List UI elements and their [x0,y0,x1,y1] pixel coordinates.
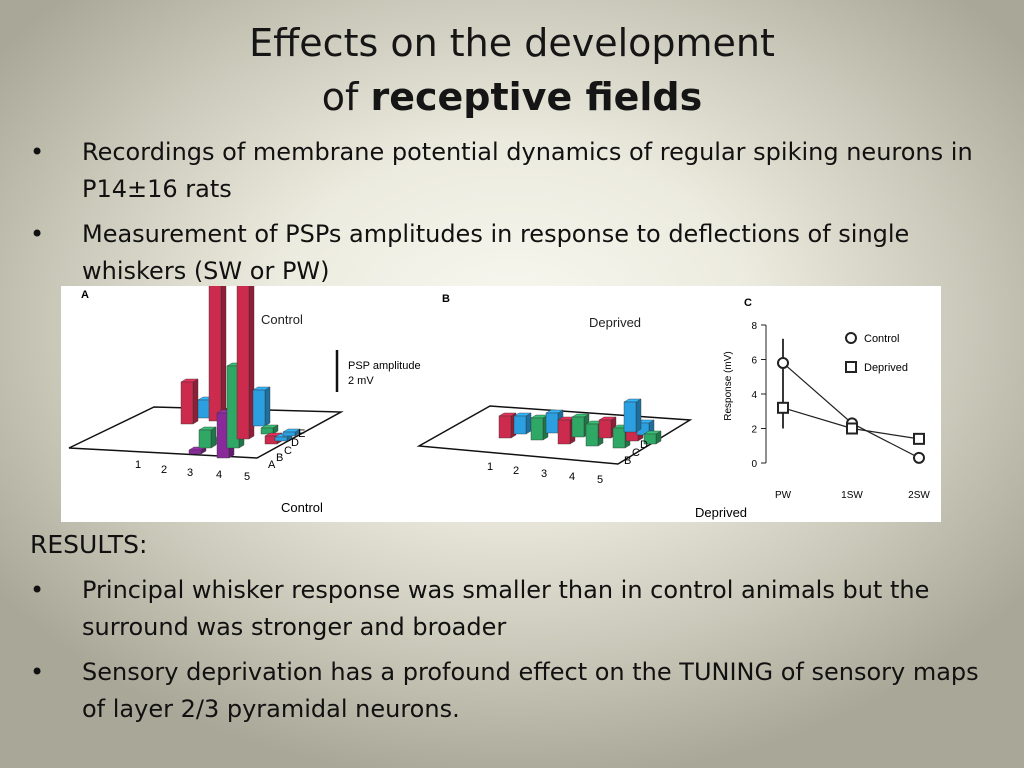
x-tick-label: 2SW [908,490,930,501]
bullet-text: Measurement of PSPs amplitudes in respon… [82,220,910,285]
y-tick-label: 4 [751,390,757,401]
slide-title: Effects on the development of receptive … [0,16,1024,124]
results-heading: RESULTS: [30,530,148,559]
col-label: A [268,459,276,471]
title-line-2: of receptive fields [0,70,1024,124]
panel-b-row-labels: 1 2 3 4 5 [487,461,603,486]
row-label: 4 [216,469,222,481]
col-label: B [624,455,631,467]
y-tick-label: 2 [751,425,757,436]
bar-3d [643,430,662,445]
response-line-chart: 0 2 4 6 8 Response (mV) PW 1SW 2SW Control Deprive… [723,321,930,501]
title-prefix: of [321,75,371,119]
legend-square-icon [845,361,857,373]
y-tick-label: 8 [751,321,757,332]
panel-b-bars [498,398,662,449]
panel-b-caption: Deprived [695,505,747,520]
research-figure: A Control 1 2 3 4 5 A B C D E PSP amplit… [61,286,941,522]
col-label: E [298,428,305,440]
bullet-text: Recordings of membrane potential dynamic… [82,138,973,203]
data-point-circle [913,451,925,464]
row-label: 1 [135,459,141,471]
panel-a-label: A [81,289,89,301]
y-tick-label: 6 [751,356,757,367]
y-tick-label: 0 [751,459,757,470]
bullet-item: • Sensory deprivation has a profound effe… [30,654,990,728]
panel-a-caption: Control [281,500,323,515]
scale-label-2: 2 mV [348,375,374,387]
data-point-square [913,432,925,445]
series-line [782,362,920,459]
y-axis-label: Response (mV) [723,351,734,420]
panel-b-base [416,405,693,465]
chart-legend: Control Deprived [845,332,908,374]
intro-bullet-list: • Recordings of membrane potential dynami… [30,134,990,298]
bullet-item: • Recordings of membrane potential dynami… [30,134,990,208]
bar-3d [623,398,642,433]
bullet-icon: • [30,220,45,248]
data-point-square [777,401,789,414]
bar-3d [530,414,549,441]
row-label: 4 [569,471,575,483]
bar-3d [208,286,227,422]
bullet-text: Principal whisker response was smaller t… [82,576,930,641]
col-label: C [632,447,640,459]
bullet-icon: • [30,138,45,166]
row-label: 2 [513,465,519,477]
row-label: 5 [597,474,603,486]
bullet-icon: • [30,658,45,686]
panel-a-row-labels: 1 2 3 4 5 [135,459,250,483]
col-label: D [291,437,299,449]
col-label: D [640,439,648,451]
col-label: B [276,452,283,464]
bar-3d [236,286,255,440]
scale-label-1: PSP amplitude [348,360,421,372]
figure-svg: A Control 1 2 3 4 5 A B C D E PSP amplit… [68,286,930,520]
legend-label: Control [864,333,899,345]
bar-3d [513,412,532,435]
bar-3d [198,426,217,449]
panel-a-col-labels: A B C D E [268,428,305,471]
data-point-circle [777,356,789,369]
bar-3d [180,378,199,425]
bullet-item: • Principal whisker response was smaller … [30,572,990,646]
bullet-icon: • [30,576,45,604]
row-label: 2 [161,464,167,476]
panel-a-condition: Control [261,312,303,327]
panel-a-bars [180,286,301,459]
x-tick-label: 1SW [841,490,863,501]
bullet-item: • Measurement of PSPs amplitudes in respo… [30,216,990,290]
title-bold: receptive fields [370,75,703,119]
row-label: 1 [487,461,493,473]
bar-3d [252,386,271,427]
legend-label: Deprived [864,362,908,374]
data-point-square [846,422,858,435]
bar-3d [282,428,301,437]
bar-3d [260,424,279,435]
col-label: C [284,445,292,457]
bar-3d [498,412,517,439]
panel-b-label: B [442,293,450,305]
row-label: 5 [244,471,250,483]
row-label: 3 [541,468,547,480]
row-label: 3 [187,467,193,479]
bullet-text: Sensory deprivation has a profound effec… [82,658,979,723]
title-line-1: Effects on the development [249,21,775,65]
results-bullet-list: • Principal whisker response was smaller … [30,572,990,736]
panel-b-col-labels: B C D [624,439,648,467]
panel-b-condition: Deprived [589,315,641,330]
legend-circle-icon [845,332,857,344]
panel-c-label: C [744,297,752,309]
x-tick-label: PW [775,490,792,501]
